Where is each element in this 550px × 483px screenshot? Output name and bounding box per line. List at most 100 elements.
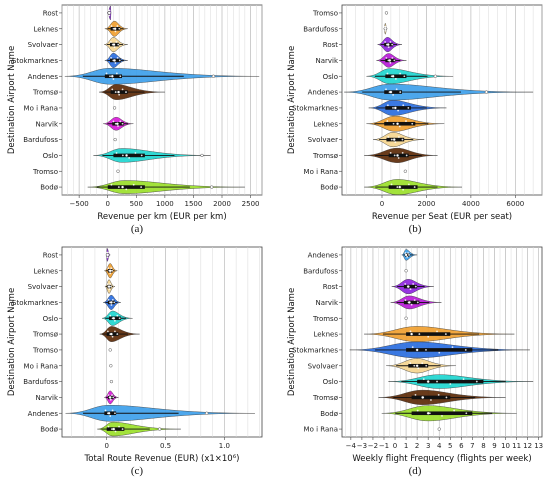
outlier-point <box>157 427 162 431</box>
y-tick-label: Rost <box>43 251 58 259</box>
x-tick-label: −2 <box>368 442 378 450</box>
sample-point <box>109 314 112 317</box>
median-marker <box>120 185 125 189</box>
sample-point <box>449 383 452 385</box>
iqr-box <box>107 185 145 189</box>
outlier-point <box>112 106 117 110</box>
outlier-point <box>113 137 117 142</box>
y-tick-label: Oslo <box>323 378 338 386</box>
x-axis-label: Total Route Revenue (EUR) (x1×10⁶) <box>84 454 240 464</box>
sample-point <box>445 396 448 399</box>
x-tick-label: 1500 <box>185 200 203 208</box>
outlier-point <box>404 269 408 273</box>
y-tick-label: Narvik <box>35 120 58 128</box>
sample-point <box>109 75 111 78</box>
sample-point <box>112 59 115 62</box>
sample-point <box>111 317 114 320</box>
sample-point <box>404 252 407 254</box>
sample-point <box>108 269 111 272</box>
x-tick-label: 10 <box>501 442 510 450</box>
sample-point <box>116 56 119 59</box>
sample-point <box>110 183 113 186</box>
sample-point <box>416 409 419 412</box>
iqr-box <box>388 185 418 189</box>
sample-point <box>140 154 143 157</box>
y-tick-label: Bodø <box>320 410 339 418</box>
x-axis-label: Weekly flight Frequency (flights per wee… <box>352 454 531 464</box>
sample-point <box>111 335 114 338</box>
sample-point <box>409 330 412 333</box>
sample-point <box>406 255 409 258</box>
x-tick-label: 4000 <box>462 200 480 208</box>
x-tick-label: 1000 <box>156 200 174 208</box>
sample-point <box>115 41 118 43</box>
sample-point <box>387 46 390 49</box>
y-tick-label: Svolvaer <box>28 41 59 49</box>
sample-point <box>393 154 396 157</box>
sample-point <box>116 314 119 317</box>
y-tick-label: Tromsø <box>312 394 339 402</box>
sample-point <box>411 122 414 125</box>
y-tick-label: Oslo <box>43 152 58 160</box>
sample-point <box>118 425 120 428</box>
plot-frame <box>61 4 263 196</box>
sample-point <box>425 349 427 351</box>
sample-point <box>114 319 116 322</box>
iqr-box <box>411 411 473 416</box>
sample-point <box>413 186 416 188</box>
sample-point <box>111 428 113 430</box>
iqr-box <box>403 300 420 305</box>
sample-point <box>410 303 413 306</box>
x-tick-label: 6000 <box>506 200 524 208</box>
median-marker <box>393 106 397 110</box>
x-tick-label: −500 <box>70 200 89 208</box>
sample-point <box>409 362 412 365</box>
sample-point <box>404 299 407 302</box>
outlier-point <box>108 348 112 352</box>
y-tick-label: Stokmarknes <box>292 104 338 112</box>
sample-point <box>391 57 394 59</box>
sample-point <box>407 183 410 186</box>
sample-point <box>106 412 109 415</box>
outlier-point <box>116 169 120 173</box>
x-tick-label: −1 <box>379 442 389 450</box>
sample-point <box>407 107 410 109</box>
sample-point <box>402 104 405 107</box>
y-tick-label: Stokmarknes <box>292 346 338 354</box>
y-tick-label: Tromso <box>32 346 58 354</box>
sample-point <box>121 154 124 157</box>
outlier-point <box>437 427 441 431</box>
sample-point <box>104 409 107 412</box>
sample-point <box>128 156 131 159</box>
iqr-box <box>385 106 411 110</box>
sample-point <box>394 141 397 144</box>
iqr-box <box>411 395 451 400</box>
y-tick-label: Tromso <box>312 315 338 323</box>
sample-point <box>475 380 478 383</box>
sample-point <box>405 254 408 256</box>
sample-point <box>111 43 114 46</box>
iqr-box <box>384 121 416 126</box>
x-tick-label: 12 <box>523 442 532 450</box>
y-tick-label: Bardufoss <box>23 136 58 144</box>
y-tick-label: Svolvaer <box>308 136 339 144</box>
x-tick-label: 0.5 <box>160 442 171 450</box>
y-tick-label: Andenes <box>308 89 339 97</box>
sample-point <box>386 72 389 75</box>
y-tick-label: Bodø <box>320 184 339 192</box>
sample-point <box>111 409 114 412</box>
sample-point <box>110 304 113 306</box>
sample-point <box>392 107 394 109</box>
median-marker <box>395 122 400 126</box>
y-tick-label: Tromsø <box>312 152 339 160</box>
sample-point <box>408 254 410 256</box>
median-marker <box>398 185 402 189</box>
sample-point <box>114 122 117 125</box>
sample-point <box>109 301 111 304</box>
sample-point <box>113 46 116 49</box>
outlier-point <box>109 364 113 368</box>
y-tick-label: Leknes <box>33 267 58 275</box>
median-marker <box>415 364 419 368</box>
